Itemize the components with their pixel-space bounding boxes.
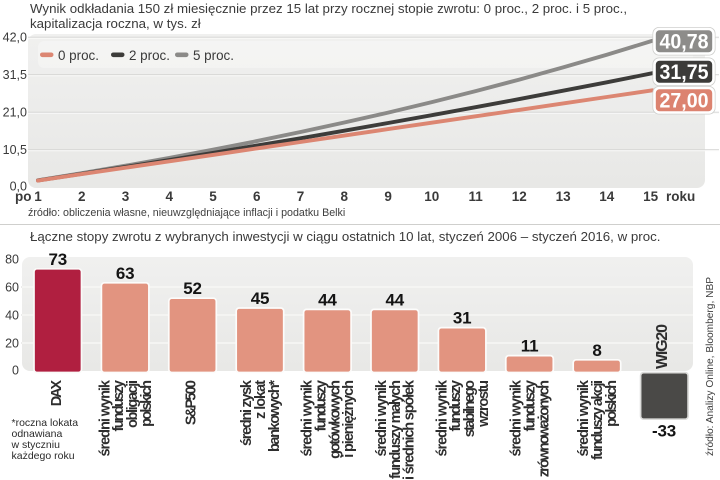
svg-text:każdego roku: każdego roku [12,450,75,462]
svg-text:21,0: 21,0 [3,106,27,120]
svg-text:z lokat: z lokat [253,380,269,419]
svg-text:3: 3 [122,189,130,204]
svg-text:funduszy: funduszy [313,380,329,432]
svg-text:42,0: 42,0 [3,31,27,45]
svg-text:10: 10 [424,189,439,204]
svg-text:14: 14 [599,189,615,204]
svg-text:31,5: 31,5 [3,68,27,82]
svg-text:31,75: 31,75 [660,60,709,84]
svg-text:45: 45 [251,289,270,308]
svg-text:0: 0 [12,364,19,378]
svg-text:polskich: polskich [139,380,155,427]
svg-text:WIG20: WIG20 [654,324,671,369]
svg-text:12: 12 [512,189,527,204]
svg-text:źródło: Analizy Online, Bloomb: źródło: Analizy Online, Bloomberg, NBP [704,277,716,456]
svg-text:zrównoważonych: zrównoważonych [536,380,552,477]
svg-text:5: 5 [209,189,217,204]
svg-text:0,0: 0,0 [10,180,27,194]
svg-text:roku: roku [666,189,695,204]
svg-text:5 proc.: 5 proc. [193,48,234,63]
svg-text:2: 2 [78,189,86,204]
svg-text:średni zysk: średni zysk [239,379,255,446]
svg-text:obligacji: obligacji [125,380,141,428]
svg-text:odnawiana: odnawiana [12,428,63,440]
svg-text:0 proc.: 0 proc. [58,48,99,63]
svg-text:w styczniu: w styczniu [11,439,61,451]
svg-text:gotówkowych: gotówkowych [327,380,343,459]
svg-text:bankowych*: bankowych* [267,380,283,452]
svg-text:1: 1 [34,189,42,204]
svg-text:63: 63 [116,264,135,283]
svg-text:44: 44 [385,290,404,309]
svg-text:20: 20 [5,337,19,351]
svg-text:73: 73 [48,250,67,269]
svg-text:52: 52 [183,279,202,298]
svg-text:źródło: obliczenia własne, nie: źródło: obliczenia własne, nieuwzględnia… [28,207,345,219]
svg-text:średni wynik: średni wynik [576,379,592,456]
svg-text:40,78: 40,78 [660,30,709,54]
svg-text:*roczna lokata: *roczna lokata [12,417,79,429]
svg-text:wzrostu: wzrostu [476,380,492,428]
svg-text:średni wynik: średni wynik [509,379,525,456]
svg-text:funduszy: funduszy [111,380,127,432]
svg-text:10,5: 10,5 [3,143,27,157]
svg-text:2 proc.: 2 proc. [129,48,170,63]
svg-text:funduszy: funduszy [448,380,464,432]
svg-text:DAX: DAX [49,380,65,407]
svg-text:funduszy małych: funduszy małych [388,380,404,479]
svg-text:średni wynik: średni wynik [97,379,113,456]
svg-text:i pieniężnych: i pieniężnych [341,380,357,458]
svg-text:i średnich spółek: i średnich spółek [402,379,418,480]
svg-text:Wynik odkładania 150 zł miesię: Wynik odkładania 150 zł miesięcznie prze… [30,1,627,16]
svg-text:funduszy akcji: funduszy akcji [590,380,606,460]
svg-text:9: 9 [384,189,392,204]
svg-text:80: 80 [5,253,19,267]
svg-text:6: 6 [253,189,261,204]
svg-text:średni wynik: średni wynik [374,379,390,456]
svg-text:11: 11 [468,189,483,204]
svg-text:kapitalizacja roczna, w tys. z: kapitalizacja roczna, w tys. zł [30,16,201,31]
svg-text:40: 40 [5,309,19,323]
svg-text:4: 4 [166,189,174,204]
svg-text:polskich: polskich [604,380,620,427]
svg-text:średni wynik: średni wynik [434,379,450,456]
svg-text:60: 60 [5,281,19,295]
svg-text:44: 44 [318,290,337,309]
svg-text:11: 11 [521,337,539,356]
svg-text:27,00: 27,00 [660,89,709,113]
svg-text:8: 8 [592,341,601,360]
svg-text:funduszy: funduszy [523,380,539,432]
svg-text:średni wynik: średni wynik [300,379,316,456]
svg-text:8: 8 [341,189,349,204]
svg-text:15: 15 [643,189,659,204]
svg-text:stabilnego: stabilnego [462,380,478,437]
svg-text:31: 31 [453,309,472,328]
svg-text:S&P500: S&P500 [184,380,200,425]
svg-text:13: 13 [556,189,572,204]
svg-text:-33: -33 [652,422,676,441]
svg-text:Łączne stopy zwrotu z wybranyc: Łączne stopy zwrotu z wybranych inwestyc… [30,229,660,244]
svg-text:po: po [15,189,32,204]
svg-text:7: 7 [297,189,305,204]
